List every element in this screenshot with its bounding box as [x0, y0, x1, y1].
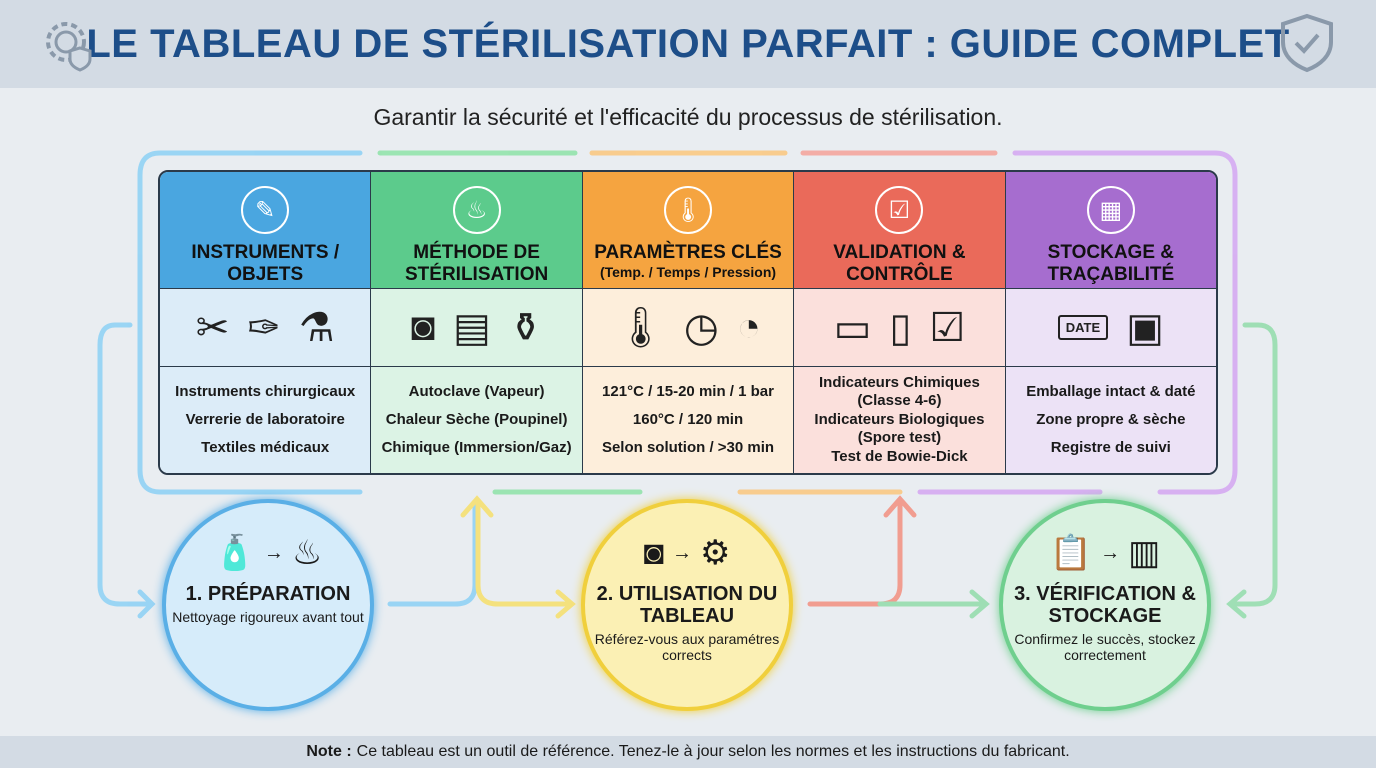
footer-note: Note : Ce tableau est un outil de référe…	[0, 736, 1376, 768]
table-cell: Instruments chirurgicaux	[175, 383, 356, 400]
column-icons: 🌡 ◷ ◔	[582, 289, 794, 367]
clipboard-check-icon: ☑	[875, 186, 924, 234]
thermometer-icon: 🌡	[664, 186, 713, 234]
page-title: LE TABLEAU DE STÉRILISATION PARFAIT : GU…	[86, 21, 1290, 66]
step-icons: 🧴 → ♨	[214, 533, 323, 573]
table-column: ▦ STOCKAGE & TRAÇABILITÉ DATE ▣ Emballage i…	[1005, 172, 1216, 473]
gear-shield-icon	[46, 22, 92, 72]
table-cell: Chaleur Sèche (Poupinel)	[385, 411, 568, 428]
table-cell: Registre de suivi	[1050, 439, 1171, 456]
table-cell: Verrerie de laboratoire	[185, 411, 345, 428]
column-title: STOCKAGE & TRAÇABILITÉ	[1047, 242, 1175, 285]
item-icon: ▯	[889, 305, 912, 350]
column-items: Autoclave (Vapeur) Chaleur Sèche (Poupine…	[371, 367, 582, 473]
step-icons: ◙ → ⚙	[643, 533, 730, 573]
arrow-right-icon: →	[672, 541, 693, 564]
step-description: Confirmez le succès, stockez correctemen…	[1014, 631, 1196, 663]
scalpel-icon: ✎	[241, 186, 290, 234]
step-title: 3. VÉRIFICATION & STOCKAGE	[1014, 583, 1196, 627]
step-description: Référez-vous aux paramétres corrects	[594, 631, 780, 663]
column-items: 121°C / 15-20 min / 1 bar 160°C / 120 min…	[582, 367, 794, 473]
item-icon: ▭	[833, 305, 872, 350]
column-header: ✎ INSTRUMENTS / OBJETS	[160, 172, 371, 289]
item-icon: 🌡	[615, 306, 666, 350]
step-icon: ♨	[291, 534, 323, 572]
column-items: Indicateurs Chimiques (Classe 4-6) Indica…	[794, 367, 1005, 473]
table-cell: Emballage intact & daté	[1026, 383, 1196, 400]
table-column: ♨ MÉTHODE DE STÉRILISATION ◙ ▤ ⚱ Autoclave (…	[371, 172, 583, 473]
package-icon: ▦	[1086, 186, 1135, 234]
column-header: ☑ VALIDATION & CONTRÔLE	[794, 172, 1005, 289]
subtitle: Garantir la sécurité et l'efficacité du …	[373, 104, 1003, 130]
column-title: PARAMÈTRES CLÉS	[594, 242, 782, 263]
item-icon: ▤	[453, 305, 491, 350]
step-icon: ◙	[643, 533, 665, 572]
column-header: ♨ MÉTHODE DE STÉRILISATION	[371, 172, 582, 289]
item-icon: ✂	[195, 305, 230, 350]
step-circle: 🧴 → ♨ 1. PRÉPARATION Nettoyage rigoureux ava…	[162, 499, 374, 711]
shield-check-icon	[1281, 13, 1333, 73]
item-icon: ▣	[1126, 305, 1164, 350]
flame-icon: ♨	[452, 186, 501, 234]
step-circle: 📋 → ▥ 3. VÉRIFICATION & STOCKAGE Confirmez l…	[999, 499, 1211, 711]
step-icons: 📋 → ▥	[1050, 533, 1160, 573]
table-cell: 121°C / 15-20 min / 1 bar	[602, 383, 774, 400]
arrow-right-icon: →	[1100, 541, 1121, 564]
step-icon: 📋	[1049, 534, 1093, 572]
table-cell: Test de Bowie-Dick	[831, 448, 968, 465]
column-icons: DATE ▣	[1005, 289, 1216, 367]
step-icon: 🧴	[213, 534, 256, 572]
table-cell: Indicateurs Biologiques (Spore test)	[814, 411, 985, 446]
title-bar: LE TABLEAU DE STÉRILISATION PARFAIT : GU…	[0, 0, 1376, 88]
column-subtitle: (Temp. / Temps / Pression)	[599, 264, 777, 280]
item-icon: ⚱	[508, 305, 543, 350]
note-label: Note :	[306, 743, 352, 760]
item-icon: ◔	[736, 305, 761, 349]
item-icon: ◙	[410, 305, 436, 349]
item-icon: ✑	[247, 305, 281, 350]
column-title: MÉTHODE DE STÉRILISATION	[405, 242, 549, 285]
table-column: ☑ VALIDATION & CONTRÔLE ▭ ▯ ☑ Indicateurs Ch…	[794, 172, 1006, 473]
table-cell: Indicateurs Chimiques (Classe 4-6)	[818, 374, 980, 409]
step-icon: ▥	[1128, 534, 1161, 572]
column-header: ▦ STOCKAGE & TRAÇABILITÉ	[1005, 172, 1216, 289]
table-cell: Textiles médicaux	[201, 439, 330, 456]
arrow-right-icon: →	[263, 541, 284, 564]
note-text: Ce tableau est un outil de référence. Te…	[356, 743, 1070, 760]
step-description: Nettoyage rigoureux avant tout	[172, 609, 364, 625]
table-cell: Selon solution / >30 min	[601, 439, 775, 456]
column-items: Instruments chirurgicaux Verrerie de labo…	[160, 367, 371, 473]
column-icons: ✂ ✑ ⚗	[160, 289, 371, 367]
column-title: VALIDATION & CONTRÔLE	[833, 242, 966, 285]
table-cell: 160°C / 120 min	[632, 411, 744, 428]
column-icons: ◙ ▤ ⚱	[371, 289, 582, 367]
column-icons: ▭ ▯ ☑	[794, 289, 1005, 367]
table-column: ✎ INSTRUMENTS / OBJETS ✂ ✑ ⚗ Instruments chi…	[160, 172, 372, 473]
table-column: 🌡 PARAMÈTRES CLÉS (Temp. / Temps / Pressi…	[582, 172, 795, 473]
item-icon: ◷	[683, 305, 719, 350]
item-icon: ⚗	[298, 305, 335, 350]
column-header: 🌡 PARAMÈTRES CLÉS (Temp. / Temps / Pressi…	[582, 172, 794, 289]
item-icon: ☑	[929, 305, 966, 350]
table-cell: Chimique (Immersion/Gaz)	[381, 439, 572, 456]
column-title: INSTRUMENTS / OBJETS	[191, 242, 340, 285]
step-title: 2. UTILISATION DU TABLEAU	[596, 583, 778, 627]
column-items: Emballage intact & daté Zone propre & sèc…	[1005, 367, 1216, 473]
table-cell: Autoclave (Vapeur)	[408, 383, 545, 400]
date-label-icon: DATE	[1057, 315, 1109, 340]
step-icon: ⚙	[700, 534, 731, 572]
table-cell: Zone propre & sèche	[1036, 411, 1186, 428]
step-title: 1. PRÉPARATION	[185, 583, 351, 605]
step-circle: ◙ → ⚙ 2. UTILISATION DU TABLEAU Référez-vous…	[581, 499, 793, 711]
sterilization-table: ✎ INSTRUMENTS / OBJETS ✂ ✑ ⚗ Instruments chi…	[158, 170, 1218, 475]
